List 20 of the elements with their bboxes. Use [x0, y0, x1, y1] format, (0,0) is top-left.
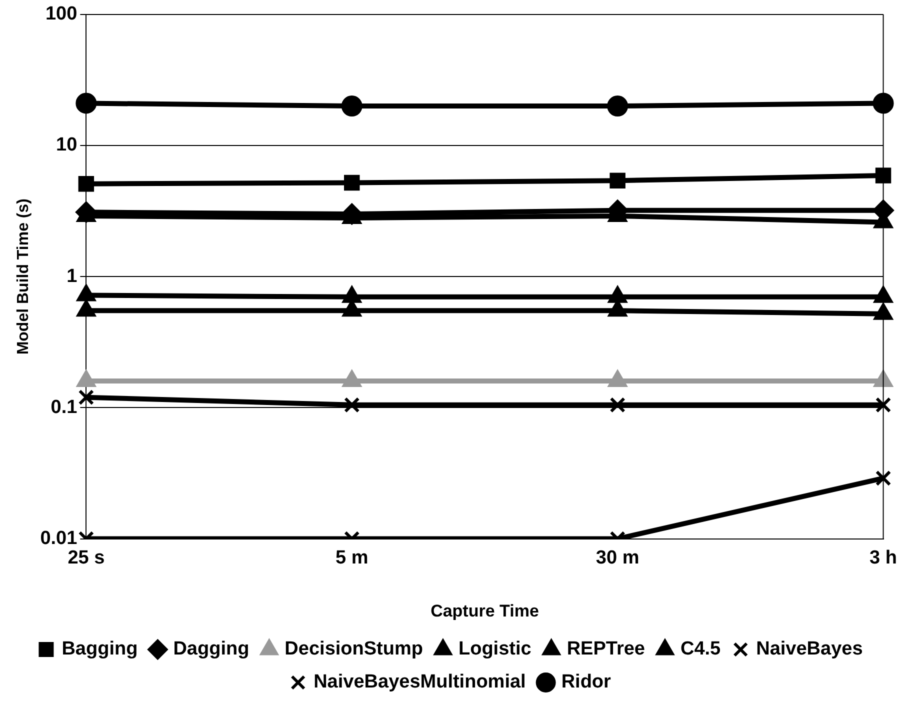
legend-label: C4.5	[680, 638, 722, 660]
x-tick-label: 3 h	[870, 547, 897, 568]
legend-label: REPTree	[566, 638, 645, 660]
legend-label: NaiveBayes	[756, 638, 863, 660]
x-tick-label: 5 m	[336, 547, 368, 568]
legend-label: Logistic	[458, 638, 532, 660]
y-axis-title: Model Build Time (s)	[15, 198, 32, 355]
legend-label: DecisionStump	[284, 638, 423, 660]
legend-label: Dagging	[173, 638, 250, 660]
y-tick-label: 0.1	[50, 396, 78, 418]
x-tick-label: 25 s	[68, 547, 105, 568]
x-axis-title: Capture Time	[430, 601, 539, 620]
y-tick-label: 0.01	[40, 528, 78, 550]
y-tick-label: 100	[45, 4, 78, 25]
y-tick-label: 1	[66, 266, 78, 287]
legend-label: Bagging	[62, 638, 138, 660]
y-tick-label: 10	[56, 134, 78, 156]
legend-label: NaiveBayesMultinomial	[314, 672, 526, 693]
legend-label: Ridor	[561, 672, 612, 693]
x-tick-label: 30 m	[596, 547, 640, 568]
